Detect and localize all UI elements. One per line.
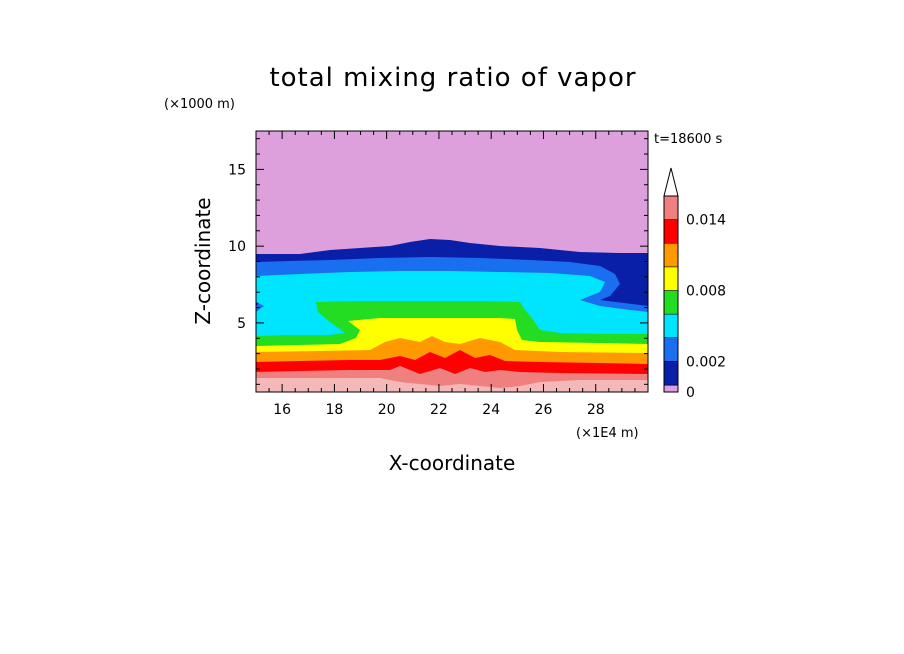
y-unit-label: (×1000 m)	[164, 97, 235, 112]
x-tick-label: 28	[587, 402, 605, 418]
colorbar-over-arrow	[663, 167, 679, 197]
y-axis: 5 10 15	[228, 138, 648, 385]
x-unit-label: (×1E4 m)	[576, 426, 639, 441]
colorbar-segment	[663, 243, 679, 268]
colorbar-segment	[663, 195, 679, 220]
time-label: t=18600 s	[654, 132, 722, 147]
x-axis-title: X-coordinate	[389, 451, 516, 475]
colorbar-segment	[663, 266, 679, 291]
band-pink	[256, 378, 648, 392]
y-tick-label: 10	[228, 239, 246, 255]
y-axis-title: Z-coordinate	[191, 197, 215, 324]
x-tick-label: 22	[430, 402, 448, 418]
colorbar-segment	[663, 290, 679, 315]
x-tick-label: 26	[535, 402, 553, 418]
chart-title: total mixing ratio of vapor	[269, 63, 636, 93]
colorbar-frame	[663, 195, 679, 393]
colorbar-under-segment	[663, 384, 679, 393]
plot-area	[256, 131, 648, 392]
colorbar-label: 0.002	[686, 354, 726, 370]
colorbar-label: 0	[686, 385, 695, 401]
x-tick-label: 20	[378, 402, 396, 418]
x-axis: 16 18 20 22 24 26 28	[255, 131, 649, 418]
colorbar: 0 0.002 0.008 0.014	[663, 167, 726, 401]
x-tick-label: 18	[325, 402, 343, 418]
colorbar-label: 0.008	[686, 284, 726, 300]
x-tick-label: 16	[273, 402, 291, 418]
colorbar-segment	[663, 361, 679, 386]
colorbar-segment	[663, 219, 679, 244]
colorbar-segment	[663, 313, 679, 338]
y-tick-label: 5	[237, 316, 246, 332]
y-tick-label: 15	[228, 162, 246, 178]
colorbar-label: 0.014	[686, 213, 726, 229]
colorbar-segment	[663, 337, 679, 362]
x-tick-label: 24	[482, 402, 500, 418]
